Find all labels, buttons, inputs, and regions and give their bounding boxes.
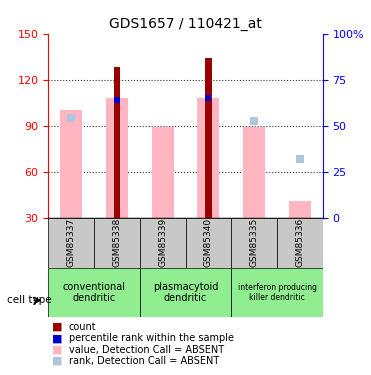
Bar [205,58,212,217]
Text: rank, Detection Call = ABSENT: rank, Detection Call = ABSENT [69,356,219,366]
FancyBboxPatch shape [277,217,323,268]
Bar [114,68,120,218]
Bar [151,127,174,218]
Text: ■: ■ [52,333,62,343]
Text: ■: ■ [52,356,62,366]
Text: GDS1657 / 110421_at: GDS1657 / 110421_at [109,17,262,32]
FancyBboxPatch shape [186,217,231,268]
FancyBboxPatch shape [48,217,94,268]
Bar [243,127,265,218]
Text: count: count [69,322,96,332]
Text: ■: ■ [52,322,62,332]
FancyBboxPatch shape [231,268,323,317]
FancyBboxPatch shape [48,268,140,317]
Text: value, Detection Call = ABSENT: value, Detection Call = ABSENT [69,345,224,354]
Text: GSM85340: GSM85340 [204,218,213,267]
Bar [197,98,220,218]
Text: GSM85339: GSM85339 [158,218,167,267]
FancyBboxPatch shape [140,217,186,268]
Text: cell type: cell type [7,295,52,305]
Bar [106,98,128,218]
Text: interferon producing
killer dendritic: interferon producing killer dendritic [237,283,316,302]
Text: GSM85337: GSM85337 [67,218,76,267]
Text: GSM85338: GSM85338 [112,218,121,267]
FancyBboxPatch shape [94,217,140,268]
Text: GSM85335: GSM85335 [250,218,259,267]
Text: plasmacytoid
dendritic: plasmacytoid dendritic [153,282,218,303]
Text: percentile rank within the sample: percentile rank within the sample [69,333,234,343]
FancyBboxPatch shape [231,217,277,268]
FancyBboxPatch shape [140,268,231,317]
Text: GSM85336: GSM85336 [295,218,304,267]
Text: conventional
dendritic: conventional dendritic [62,282,125,303]
Bar [289,201,311,217]
Bar [60,110,82,218]
Text: ■: ■ [52,345,62,354]
